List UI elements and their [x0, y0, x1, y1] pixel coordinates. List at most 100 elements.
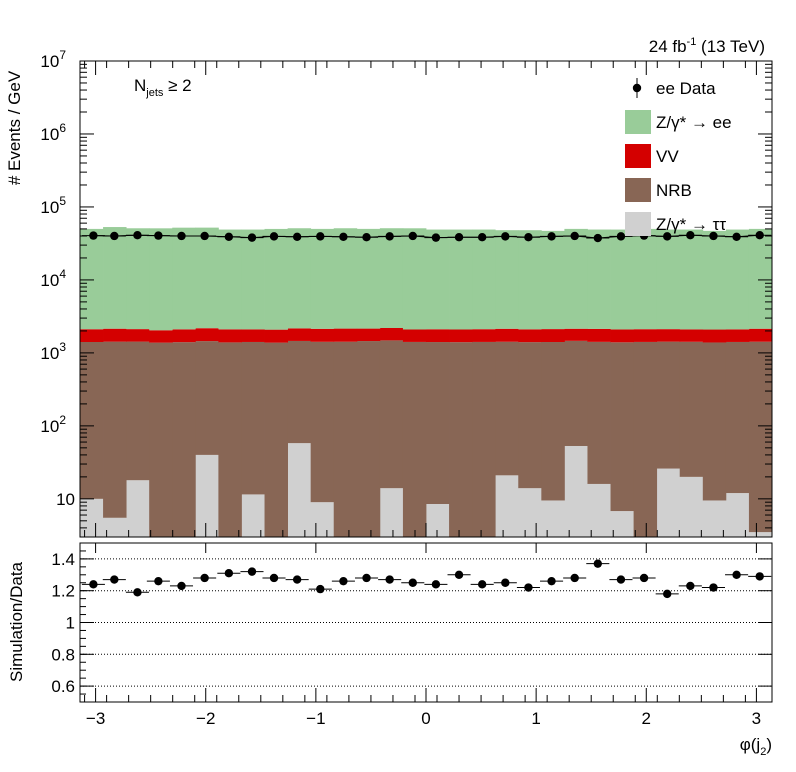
ratio-point: [316, 584, 325, 594]
vv-bar: [518, 329, 542, 343]
luminosity-label: 24 fb-1 (13 TeV): [649, 36, 765, 56]
ratio-point: [385, 575, 394, 584]
nrb-bar: [656, 341, 681, 469]
ratio-point: [339, 576, 348, 586]
nrb-bar: [702, 342, 727, 501]
data-point: [292, 232, 302, 241]
nrb-bar: [495, 341, 519, 476]
ztautau-bar: [195, 454, 219, 537]
vv-bar: [310, 328, 335, 342]
data-point: [755, 231, 764, 240]
vv-bar: [287, 328, 312, 341]
nrb-bar: [472, 341, 496, 537]
vv-bar: [195, 328, 219, 342]
legend-label: ee Data: [656, 79, 716, 98]
y-axis-label: # Events / GeV: [5, 70, 24, 185]
ratio-point: [755, 572, 764, 581]
ztautau-bar: [310, 502, 335, 537]
data-point: [709, 231, 718, 241]
legend-label: VV: [656, 147, 679, 166]
x-tick-label: 1: [531, 709, 540, 728]
zee-bar: [610, 229, 634, 330]
ratio-axes: 0.6 0.8 1 1.2 1.4 −3 −2 −1 0 1 2 3: [51, 543, 772, 728]
nrb-bar: [195, 341, 219, 455]
x-tick-label: 0: [421, 709, 430, 728]
nrb-bar: [172, 342, 196, 537]
data-point: [133, 231, 142, 240]
ratio-point: [154, 576, 163, 586]
legend-vv-swatch: [625, 144, 651, 168]
vv-bar: [725, 329, 750, 342]
ratio-point: [570, 573, 579, 583]
ztautau-bar: [656, 468, 681, 537]
vv-bar: [610, 329, 634, 343]
nrb-bar: [725, 341, 750, 494]
ratio-y-tick-label: 0.8: [51, 645, 75, 664]
data-point: [385, 232, 394, 241]
vv-bar: [103, 328, 127, 342]
ztautau-bar: [564, 445, 588, 537]
nrb-bar: [379, 340, 404, 489]
ratio-frame: [79, 542, 773, 703]
zee-bar: [426, 229, 450, 330]
vv-bar: [564, 328, 588, 341]
vv-bar: [80, 329, 104, 343]
zee-bar: [310, 228, 335, 329]
nrb-bar: [587, 341, 611, 484]
ratio-point: [477, 580, 487, 589]
ratio-point: [292, 575, 302, 584]
ztautau-bar: [379, 488, 404, 537]
zee-bar: [541, 230, 565, 330]
nrb-bar: [679, 341, 704, 477]
data-point: [339, 232, 348, 241]
nrb-bar: [264, 342, 288, 537]
ratio-point: [454, 570, 464, 579]
data-point: [224, 232, 234, 241]
y-tick-label: 106: [40, 121, 66, 144]
data-point: [662, 232, 672, 241]
y-tick-label: 10: [56, 490, 75, 509]
ztautau-bar: [495, 475, 519, 537]
ratio-points: [81, 559, 772, 599]
ztautau-bar: [725, 493, 750, 537]
data-point: [177, 231, 186, 241]
ratio-point: [431, 580, 441, 589]
zee-bar: [449, 229, 473, 330]
data-point: [616, 232, 626, 241]
ztautau-bar: [126, 480, 150, 537]
y-tick-label: 107: [40, 48, 66, 71]
ratio-point: [616, 575, 626, 584]
data-point: [89, 231, 98, 240]
zee-bar: [379, 228, 404, 328]
nrb-bar: [541, 342, 565, 501]
ratio-point: [501, 578, 510, 587]
ratio-point: [593, 559, 603, 568]
data-point: [547, 232, 556, 241]
nrb-bar: [633, 341, 658, 537]
data-point: [247, 233, 257, 242]
ratio-y-tick-label: 1: [66, 614, 75, 633]
ztautau-bar: [518, 488, 542, 537]
x-axis-label: φ(j2): [740, 735, 772, 758]
nrb-bar: [80, 342, 104, 499]
ztautau-bar: [80, 498, 104, 537]
vv-bar: [495, 328, 519, 342]
ratio-point: [89, 580, 98, 589]
legend-zee-swatch: [625, 110, 651, 134]
vv-bar: [541, 329, 565, 343]
zee-bar: [633, 228, 658, 330]
zee-bar: [264, 228, 288, 330]
ratio-y-axis-label: Simulation/Data: [7, 561, 26, 682]
zee-bar: [587, 229, 611, 329]
nrb-bar: [218, 342, 242, 537]
data-point: [408, 231, 417, 241]
zee-bar: [564, 228, 588, 329]
vv-bar: [679, 329, 704, 342]
zee-bar: [472, 229, 496, 330]
ztautau-bar: [748, 532, 773, 537]
zee-bar: [287, 228, 312, 329]
vv-bar: [472, 329, 496, 342]
vv-bar: [748, 328, 773, 342]
legend: ee Data Z/γ* → ee VV NRB Z/γ* → ττ: [625, 78, 732, 236]
data-point: [570, 231, 579, 241]
